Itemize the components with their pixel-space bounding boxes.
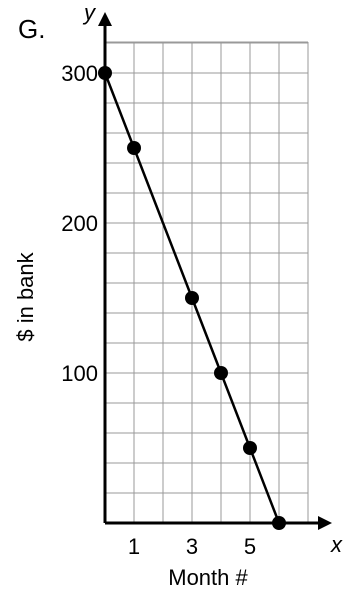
- y-tick-label: 200: [61, 211, 98, 236]
- data-point: [243, 441, 257, 455]
- y-tick-label: 300: [61, 61, 98, 86]
- x-axis-label: Month #: [168, 565, 248, 590]
- x-tick-label: 3: [186, 534, 198, 559]
- y-axis-arrowhead: [98, 12, 112, 26]
- x-axis-letter: x: [330, 532, 343, 557]
- series: [98, 66, 286, 530]
- data-point: [272, 516, 286, 530]
- y-axis-label: $ in bank: [13, 251, 38, 341]
- y-axis-letter: y: [82, 0, 97, 25]
- data-point: [98, 66, 112, 80]
- axes: [98, 12, 332, 530]
- series-line: [103, 72, 281, 524]
- data-point: [185, 291, 199, 305]
- x-axis-arrowhead: [318, 516, 332, 530]
- y-tick-label: 100: [61, 361, 98, 386]
- grid: [105, 41, 309, 523]
- data-point: [127, 141, 141, 155]
- data-point: [214, 366, 228, 380]
- labels: G. y x Month # $ in bank 1 3 5 100 200 300: [13, 0, 343, 590]
- x-tick-label: 1: [128, 534, 140, 559]
- panel-label: G.: [18, 14, 45, 44]
- x-tick-label: 5: [244, 534, 256, 559]
